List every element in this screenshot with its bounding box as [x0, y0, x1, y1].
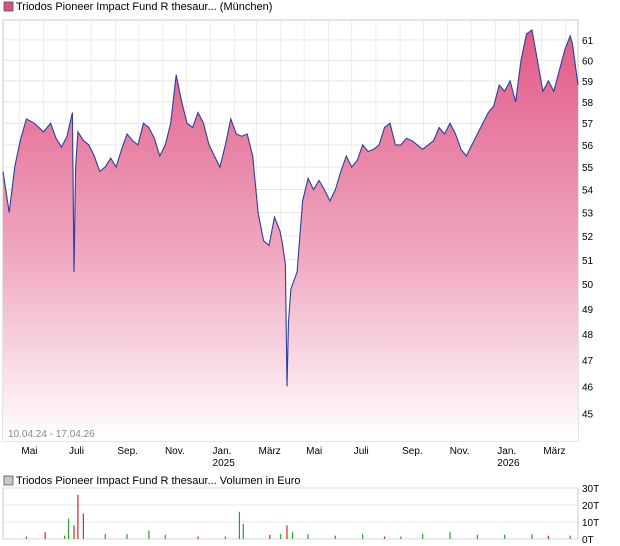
volume-tick-label: 30T	[582, 484, 599, 495]
y-tick-label: 56	[582, 141, 594, 152]
x-tick-label: Mai	[21, 446, 37, 457]
price-legend-swatch	[3, 1, 14, 12]
y-tick-label: 47	[582, 356, 594, 367]
x-tick-label: Sep.	[117, 446, 138, 457]
x-tick-label: Sep.	[402, 446, 423, 457]
price-area	[3, 29, 578, 442]
x-tick-label: Jan.	[497, 446, 516, 457]
y-tick-label: 48	[582, 330, 594, 341]
x-tick-label: Nov.	[450, 446, 470, 457]
price-legend-label: Triodos Pioneer Impact Fund R thesaur...…	[16, 1, 272, 13]
date-range-label: 10.04.24 - 17.04.26	[8, 429, 95, 440]
volume-bars	[25, 494, 571, 539]
y-tick-label: 54	[582, 186, 594, 197]
y-tick-label: 53	[582, 209, 594, 220]
y-tick-label: 49	[582, 305, 594, 316]
volume-legend-label: Triodos Pioneer Impact Fund R thesaur...…	[16, 475, 301, 487]
y-tick-label: 57	[582, 119, 594, 130]
y-tick-label: 50	[582, 280, 594, 291]
y-tick-label: 46	[582, 382, 594, 393]
y-tick-label: 55	[582, 163, 594, 174]
x-year-label: 2025	[213, 458, 236, 469]
x-year-label: 2026	[497, 458, 520, 469]
x-tick-label: Mai	[306, 446, 322, 457]
volume-axis: 30T 20T 10T 0T	[582, 484, 599, 546]
x-tick-label: Jan.	[213, 446, 232, 457]
x-tick-label: Nov.	[165, 446, 185, 457]
x-tick-label: März	[543, 446, 565, 457]
y-tick-label: 52	[582, 232, 594, 243]
x-tick-label: Juli	[354, 446, 369, 457]
x-tick-label: März	[259, 446, 281, 457]
volume-tick-label: 20T	[582, 501, 599, 512]
y-tick-label: 61	[582, 36, 594, 47]
volume-tick-label: 0T	[582, 535, 594, 546]
volume-tick-label: 10T	[582, 518, 599, 529]
y-tick-label: 51	[582, 256, 594, 267]
y-tick-label: 59	[582, 77, 594, 88]
volume-legend-swatch	[3, 475, 14, 486]
volume-gridlines	[3, 487, 578, 540]
price-line	[2, 28, 579, 387]
volume-plot-frame	[2, 487, 579, 540]
price-axis: 45 46 47 48 49 50 51 52 53 54 55 56 57 58 59 60 61	[582, 36, 594, 420]
x-tick-label: Juli	[69, 446, 84, 457]
y-tick-label: 58	[582, 98, 594, 109]
y-tick-label: 45	[582, 409, 594, 420]
y-tick-label: 60	[582, 56, 594, 67]
time-axis: Mai Juli Sep. Nov. Jan. März Mai Juli Sep. Nov. Ja…	[21, 446, 565, 469]
